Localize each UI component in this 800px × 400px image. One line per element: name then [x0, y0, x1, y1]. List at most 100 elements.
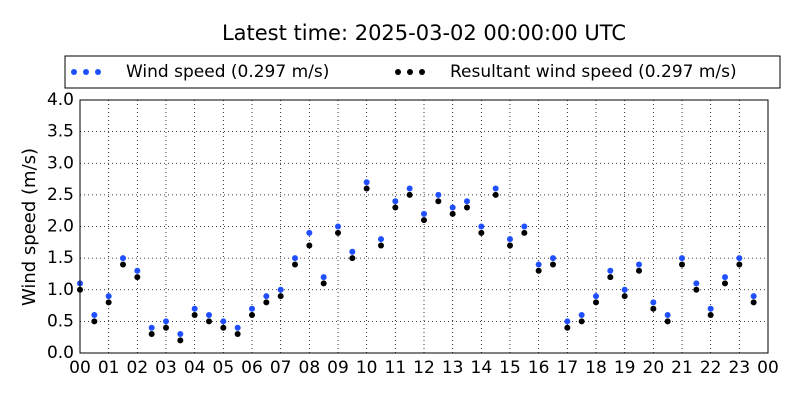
data-point	[120, 255, 126, 262]
data-point	[292, 255, 298, 262]
x-tick-label: 07	[270, 358, 292, 378]
data-point	[750, 293, 757, 300]
legend-label: Wind speed (0.297 m/s)	[126, 62, 329, 82]
x-tick-label: 08	[299, 358, 321, 378]
y-tick-label: 2.5	[47, 185, 74, 205]
data-point	[521, 229, 528, 236]
data-point	[349, 255, 356, 262]
y-tick-label: 2.0	[47, 217, 74, 237]
data-point	[736, 261, 743, 268]
data-point	[535, 267, 542, 274]
data-point	[277, 293, 284, 300]
data-point	[578, 312, 585, 319]
data-point	[693, 286, 700, 293]
data-point	[134, 267, 141, 274]
x-tick-label: 23	[729, 358, 751, 378]
data-point	[478, 229, 485, 236]
data-point	[134, 274, 141, 281]
legend-marker	[95, 69, 101, 75]
data-point	[335, 223, 341, 230]
y-tick-label: 3.5	[47, 122, 74, 142]
data-point	[435, 191, 442, 198]
data-point	[263, 293, 270, 300]
data-point	[320, 280, 327, 287]
x-tick-label: 01	[98, 358, 120, 378]
data-point	[449, 204, 456, 211]
data-point	[636, 267, 642, 274]
data-point	[435, 198, 442, 205]
data-point	[521, 223, 528, 230]
data-point	[292, 261, 298, 268]
x-tick-label: 06	[241, 358, 263, 378]
y-tick-label: 0.0	[47, 343, 74, 363]
data-point	[535, 261, 542, 268]
legend-marker	[395, 69, 401, 75]
data-point	[206, 318, 212, 325]
x-tick-label: 04	[184, 358, 206, 378]
data-point	[492, 191, 499, 198]
data-point	[191, 305, 198, 312]
data-point	[120, 261, 126, 268]
data-point	[593, 299, 599, 306]
x-tick-label: 12	[413, 358, 435, 378]
data-point	[421, 210, 427, 217]
data-point	[306, 242, 313, 249]
data-point	[593, 293, 599, 300]
data-point	[163, 324, 169, 331]
data-point	[507, 236, 513, 243]
data-point	[220, 324, 227, 331]
x-tick-label: 22	[700, 358, 722, 378]
data-point	[679, 255, 685, 262]
data-point	[564, 324, 571, 331]
x-tick-label: 11	[385, 358, 407, 378]
x-tick-label: 16	[528, 358, 550, 378]
data-point	[722, 274, 728, 281]
data-point	[249, 312, 255, 319]
x-tick-label: 14	[471, 358, 493, 378]
data-point	[607, 267, 614, 274]
data-point	[736, 255, 743, 262]
data-point	[234, 331, 241, 338]
legend-marker	[407, 69, 413, 75]
data-point	[263, 299, 270, 306]
x-tick-label: 13	[442, 358, 464, 378]
data-point	[177, 331, 184, 338]
data-point	[105, 293, 112, 300]
data-point	[191, 312, 198, 319]
data-point	[363, 179, 370, 186]
data-point	[392, 198, 399, 205]
x-tick-label: 10	[356, 358, 378, 378]
data-point	[550, 261, 556, 268]
y-tick-label: 3.0	[47, 153, 74, 173]
data-point	[349, 248, 356, 255]
data-point	[277, 286, 284, 293]
x-tick-label: 19	[614, 358, 636, 378]
x-tick-label: 03	[155, 358, 177, 378]
data-point	[621, 286, 628, 293]
data-point	[220, 318, 227, 325]
data-point	[550, 255, 556, 262]
data-point	[650, 305, 657, 312]
data-point	[320, 274, 327, 281]
x-tick-label: 20	[643, 358, 665, 378]
data-point	[392, 204, 399, 211]
data-point	[163, 318, 169, 325]
data-point	[449, 210, 456, 217]
data-point	[406, 185, 413, 192]
data-point	[564, 318, 571, 325]
data-point	[722, 280, 728, 287]
data-point	[91, 312, 98, 319]
data-point	[707, 312, 714, 319]
data-point	[578, 318, 585, 325]
data-point	[206, 312, 212, 319]
x-tick-label: 18	[585, 358, 607, 378]
data-point	[650, 299, 657, 306]
legend-marker	[71, 69, 77, 75]
data-point	[679, 261, 685, 268]
data-point	[335, 229, 341, 236]
x-tick-label: 21	[671, 358, 693, 378]
x-tick-label: 05	[213, 358, 235, 378]
data-point	[91, 318, 98, 325]
data-point	[378, 236, 384, 243]
